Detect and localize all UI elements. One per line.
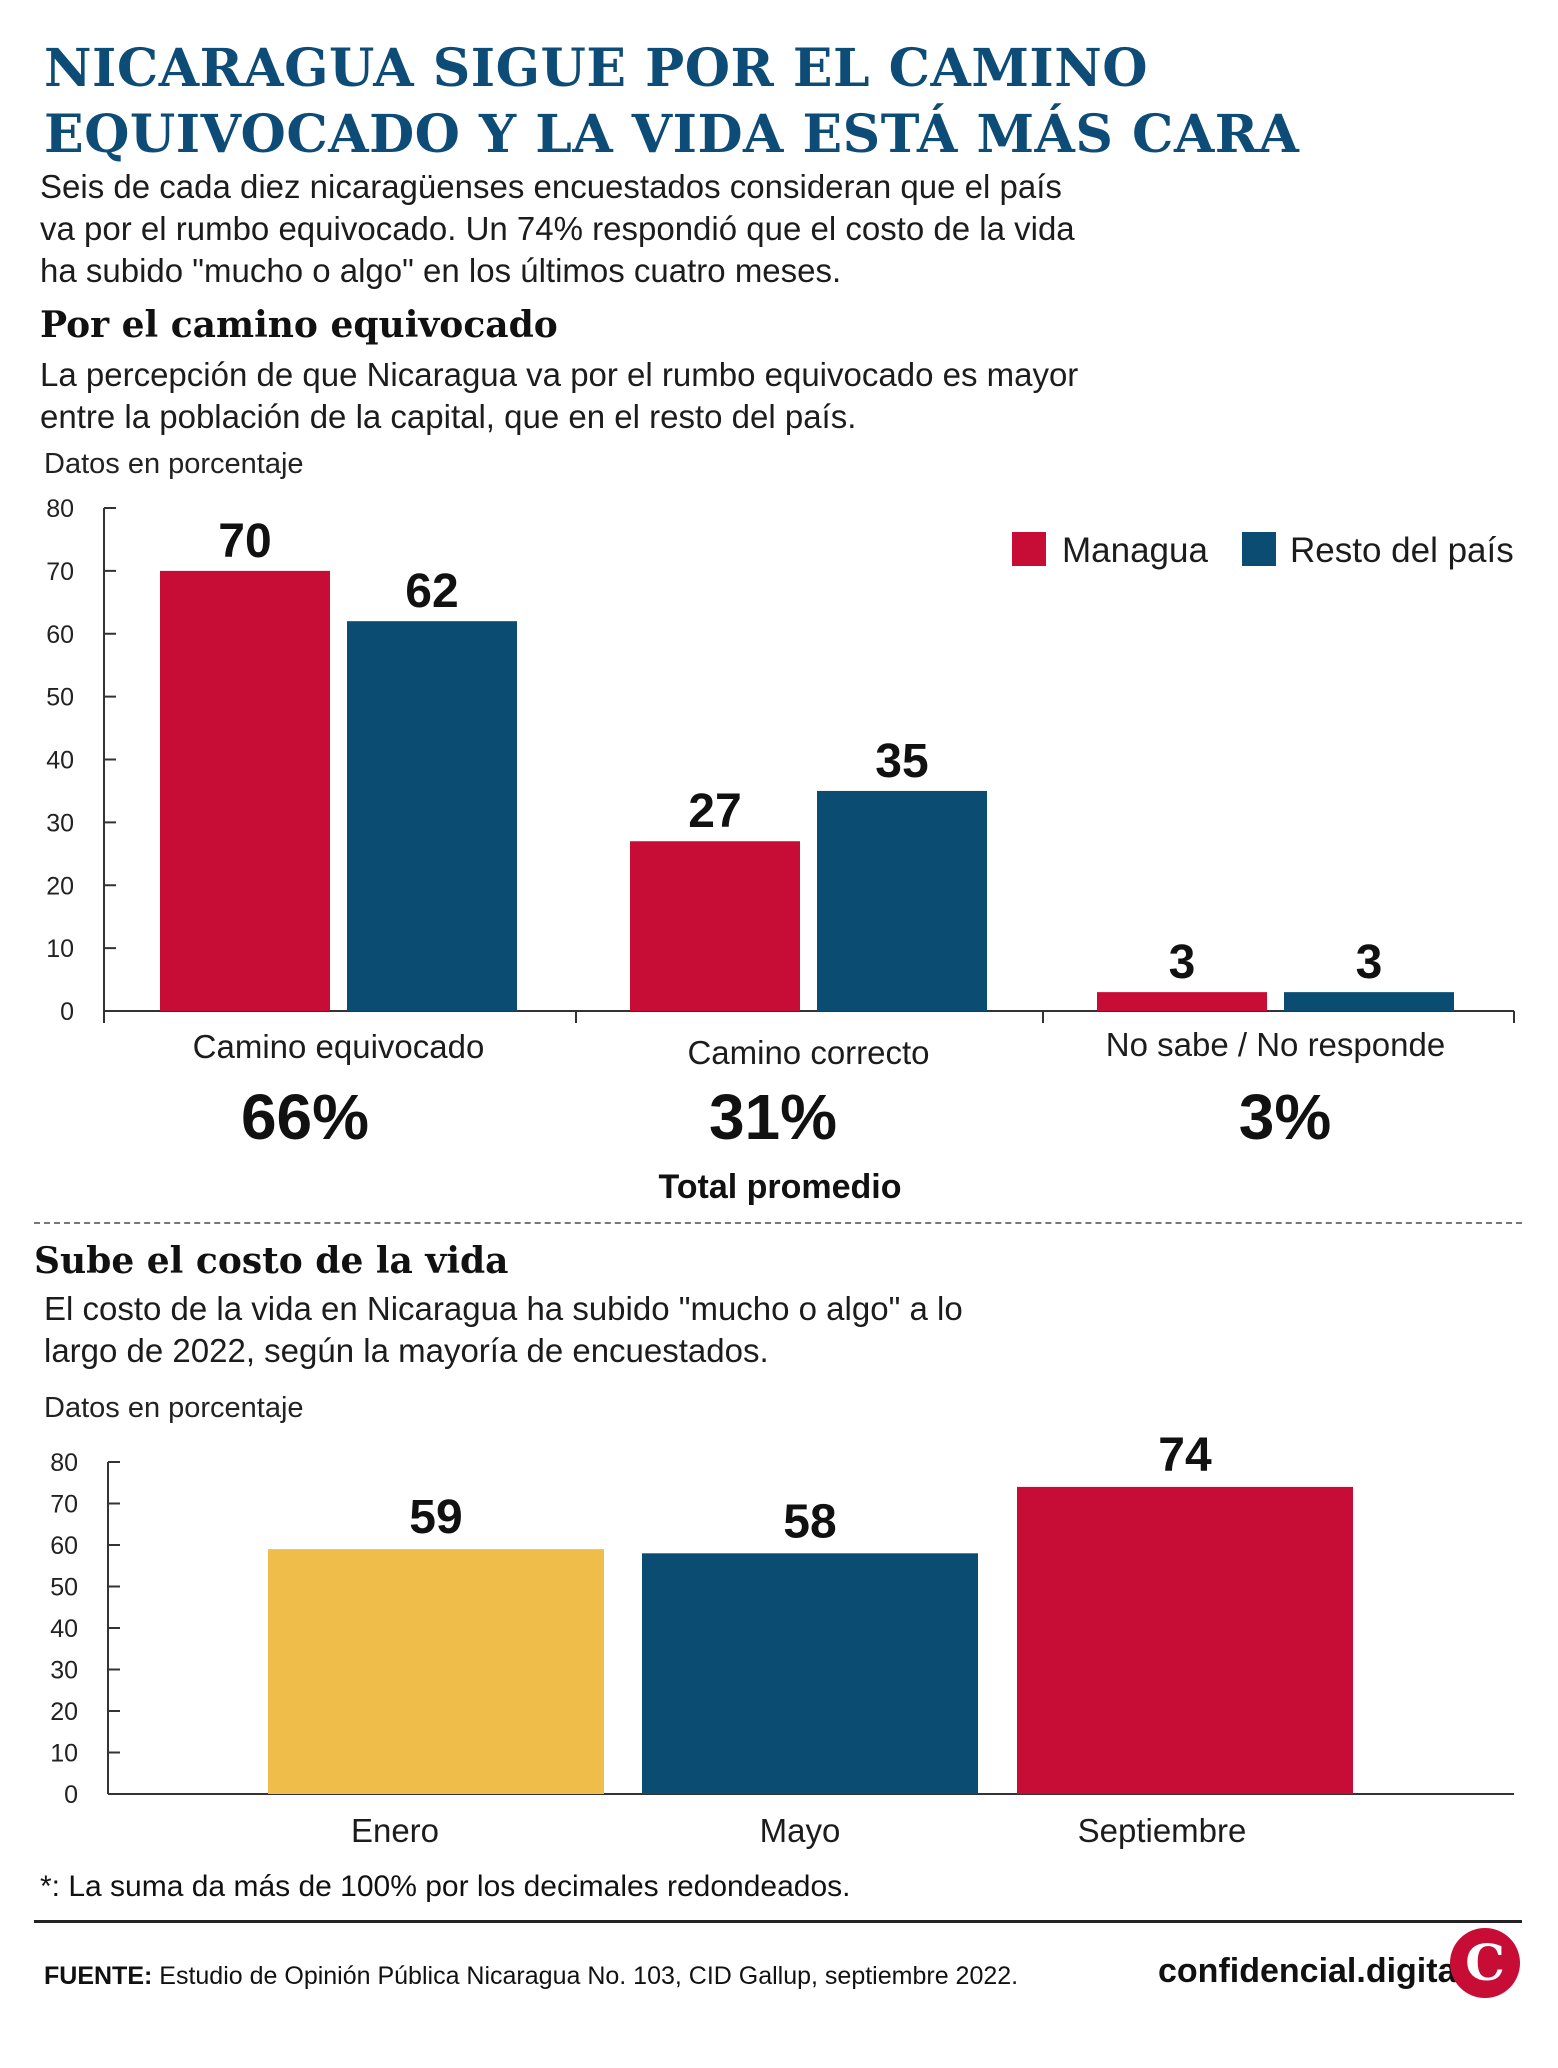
- bar-managua-camino-equivocado: [160, 570, 330, 1011]
- section2-units: Datos en porcentaje: [44, 1392, 304, 1424]
- legend-label-managua: Managua: [1062, 531, 1208, 570]
- y-tick-label: 30: [46, 809, 74, 837]
- total-no-sabe: 3%: [1238, 1081, 1332, 1153]
- x-category-label-no-sabe-no-responde: No sabe / No responde: [1106, 1026, 1445, 1063]
- y-tick-label: 20: [50, 1698, 78, 1726]
- brand-logo-icon: C: [1450, 1928, 1520, 1998]
- data-label-resto-del-pais-no-sabe-no-responde: 3: [1356, 936, 1383, 989]
- total-camino-equivocado: 66%: [240, 1081, 370, 1153]
- y-tick-label: 10: [50, 1740, 78, 1768]
- total-camino-correcto: 31%: [708, 1081, 838, 1153]
- data-label-managua-no-sabe-no-responde: 3: [1169, 936, 1196, 989]
- page-title: NICARAGUA SIGUE POR EL CAMINO EQUIVOCADO…: [44, 38, 1300, 165]
- section1-description: La percepción de que Nicaragua va por el…: [40, 356, 1079, 435]
- y-tick-label: 40: [50, 1615, 78, 1643]
- x-category-label-septiembre: Septiembre: [1078, 1812, 1247, 1849]
- y-tick-label: 10: [46, 935, 74, 963]
- bar-managua-camino-correcto: [630, 841, 800, 1011]
- y-tick-label: 40: [46, 747, 74, 775]
- section-divider: [34, 1222, 1522, 1224]
- section1-units: Datos en porcentaje: [44, 448, 304, 480]
- section2-description: El costo de la vida en Nicaragua ha subi…: [44, 1290, 963, 1369]
- bar-resto-del-pais-camino-equivocado: [347, 621, 517, 1011]
- source-line: FUENTE: Estudio de Opinión Pública Nicar…: [44, 1962, 1018, 1991]
- footnote: *: La suma da más de 100% por los decima…: [40, 1870, 851, 1903]
- x-category-label-mayo: Mayo: [760, 1812, 841, 1849]
- bar-septiembre: [1017, 1486, 1353, 1794]
- y-tick-label: 0: [60, 998, 74, 1026]
- y-tick-label: 60: [46, 621, 74, 649]
- y-tick-label: 0: [64, 1781, 78, 1809]
- data-label-managua-camino-equivocado: 70: [218, 515, 271, 568]
- data-label-resto-del-pais-camino-equivocado: 62: [405, 565, 458, 618]
- x-category-label-enero: Enero: [351, 1812, 439, 1849]
- section1-title: Por el camino equivocado: [40, 304, 558, 346]
- x-category-label-camino-equivocado: Camino equivocado: [193, 1028, 485, 1065]
- bar-enero: [268, 1549, 604, 1794]
- data-label-managua-camino-correcto: 27: [688, 785, 741, 838]
- y-tick-label: 60: [50, 1532, 78, 1560]
- data-label-enero: 59: [409, 1491, 462, 1544]
- y-tick-label: 80: [50, 1449, 78, 1477]
- x-category-label-camino-correcto: Camino correcto: [687, 1034, 929, 1071]
- data-label-mayo: 58: [783, 1495, 836, 1548]
- source-label: FUENTE:: [44, 1962, 153, 1990]
- legend-swatch-managua: [1012, 532, 1046, 566]
- y-tick-label: 30: [50, 1657, 78, 1685]
- data-label-resto-del-pais-camino-correcto: 35: [875, 735, 928, 788]
- intro-text: Seis de cada diez nicaragüenses encuesta…: [40, 168, 1075, 289]
- data-label-septiembre: 74: [1158, 1429, 1212, 1482]
- y-tick-label: 50: [50, 1574, 78, 1602]
- section2-title: Sube el costo de la vida: [34, 1240, 509, 1282]
- y-tick-label: 20: [46, 872, 74, 900]
- y-tick-label: 70: [50, 1491, 78, 1519]
- source-text: Estudio de Opinión Pública Nicaragua No.…: [159, 1962, 1019, 1990]
- legend-label-resto-del-pais: Resto del país: [1290, 531, 1514, 570]
- brand-name: confidencial.digital: [1158, 1952, 1466, 1990]
- totals-label: Total promedio: [658, 1168, 902, 1206]
- legend-swatch-resto-del-pais: [1242, 532, 1276, 566]
- bar-mayo: [642, 1553, 978, 1794]
- y-tick-label: 80: [46, 495, 74, 523]
- y-tick-label: 50: [46, 684, 74, 712]
- footer-rule: [34, 1920, 1522, 1923]
- y-tick-label: 70: [46, 558, 74, 586]
- bar-resto-del-pais-camino-correcto: [817, 790, 987, 1011]
- bar-resto-del-pais-no-sabe-no-responde: [1284, 992, 1454, 1011]
- bar-managua-no-sabe-no-responde: [1097, 992, 1267, 1011]
